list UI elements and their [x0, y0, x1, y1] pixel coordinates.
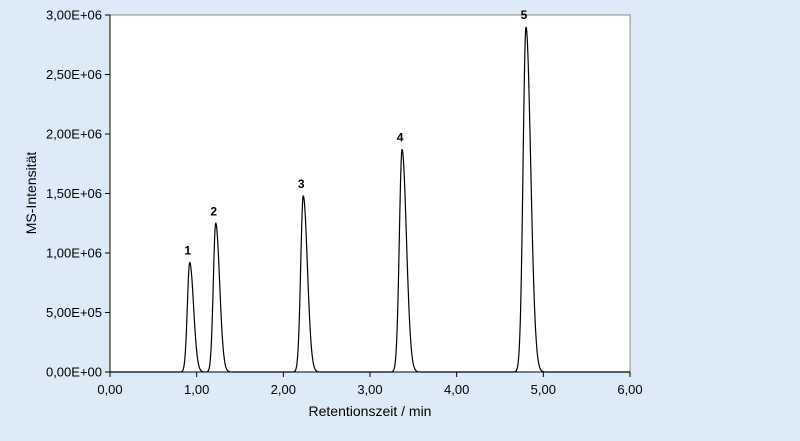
x-tick-label: 5,00: [531, 382, 556, 397]
y-tick-label: 2,00E+06: [46, 127, 102, 142]
x-axis-title: Retentionszeit / min: [309, 403, 432, 419]
x-tick-label: 4,00: [444, 382, 469, 397]
x-tick-label: 0,00: [97, 382, 122, 397]
y-tick-label: 1,00E+06: [46, 246, 102, 261]
x-tick-label: 3,00: [357, 382, 382, 397]
x-tick-label: 2,00: [271, 382, 296, 397]
peak-label: 4: [397, 130, 404, 144]
y-axis-title: MS-Intensität: [23, 152, 39, 235]
plot-area: [109, 14, 631, 373]
x-tick-label: 1,00: [184, 382, 209, 397]
x-tick-label: 6,00: [617, 382, 642, 397]
y-tick-group: 0,00E+00 5,00E+05 1,00E+06 1,50E+06 2,00E+06…: [46, 8, 110, 380]
chromatogram-trace: [110, 26, 630, 373]
y-tick-label: 1,50E+06: [46, 186, 102, 201]
y-tick-label: 5,00E+05: [46, 305, 102, 320]
y-tick-label: 2,50E+06: [46, 67, 102, 82]
peak-label: 1: [184, 244, 191, 258]
peak-label: 2: [210, 204, 217, 218]
peak-label-group: 1 2 3 4 5: [184, 8, 527, 258]
y-tick-label: 0,00E+00: [46, 365, 102, 380]
x-tick-group: 0,00 1,00 2,00 3,00 4,00 5,00 6,00: [97, 372, 643, 397]
peak-label: 5: [521, 8, 528, 22]
y-tick-label: 3,00E+06: [46, 8, 102, 23]
peak-label: 3: [298, 177, 305, 191]
